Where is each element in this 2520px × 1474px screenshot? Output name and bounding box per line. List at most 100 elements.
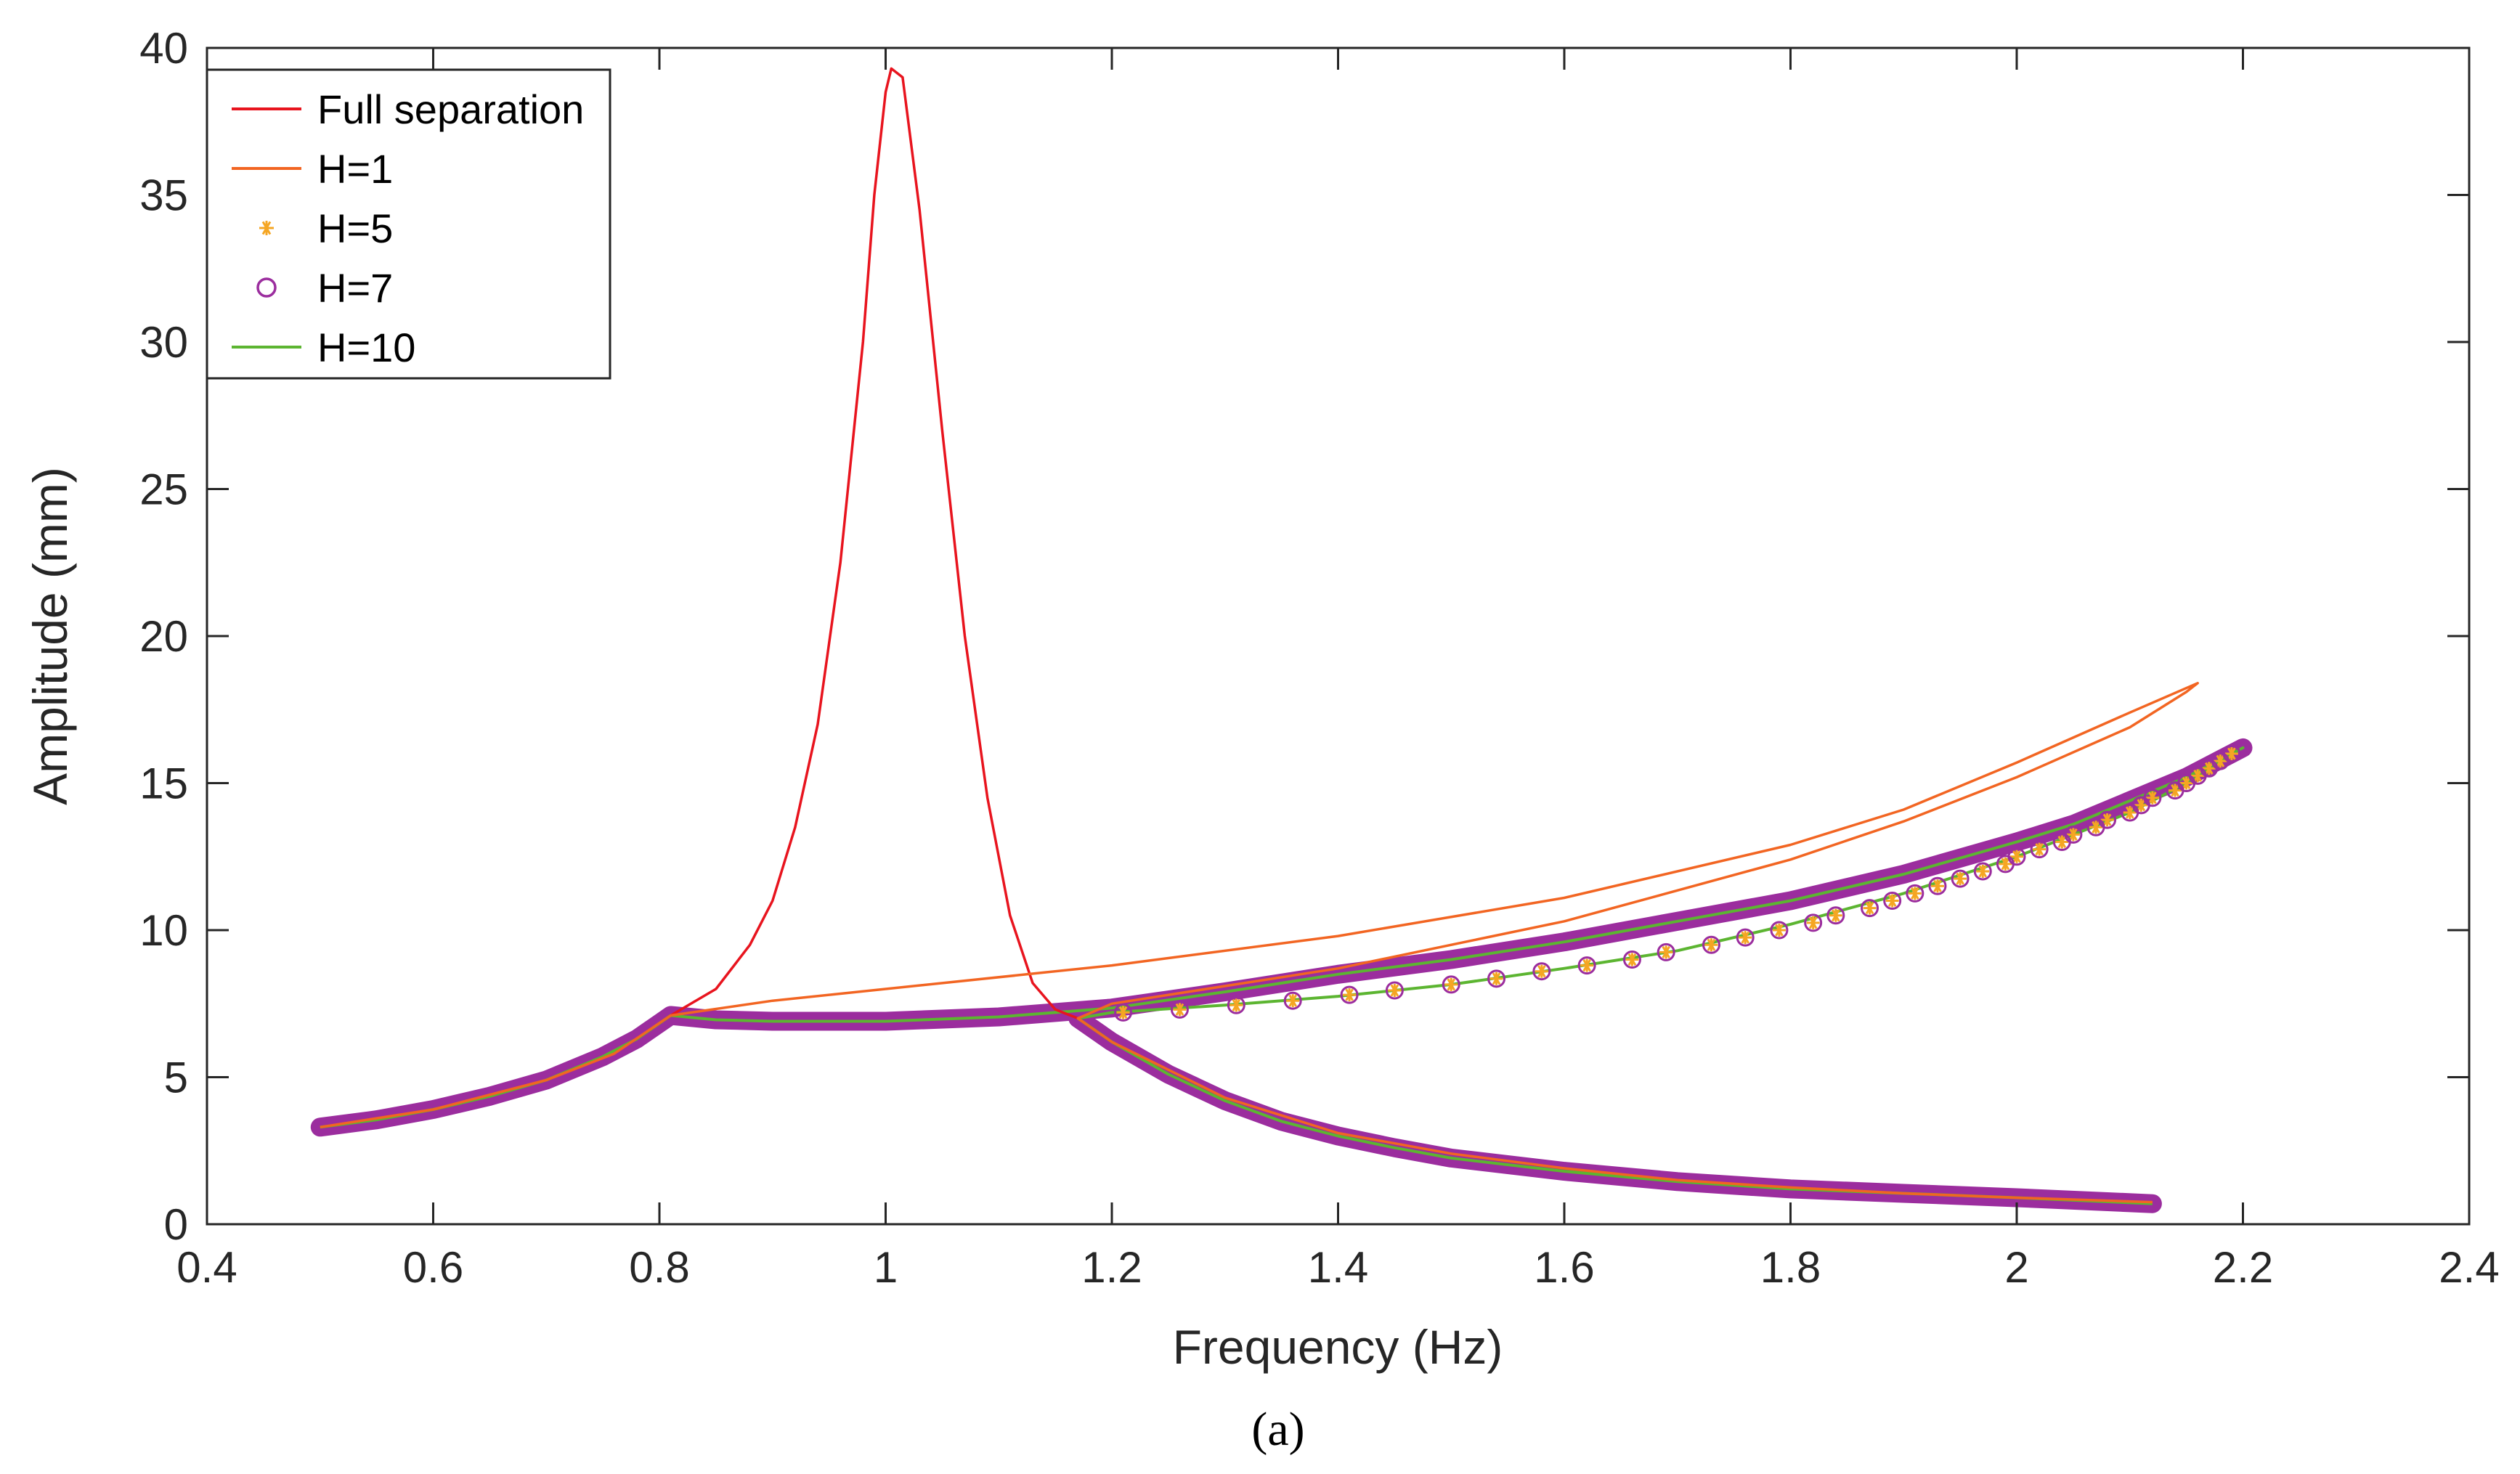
series-h5-marker <box>2123 806 2137 819</box>
series-h7-marker <box>1283 991 1302 1010</box>
series-h5-marker <box>2066 828 2080 842</box>
series-h7-marker <box>1114 1003 1133 1022</box>
series-h5-marker <box>2145 791 2159 805</box>
legend-swatch-circle <box>256 277 277 298</box>
series-full-separation-line <box>670 67 1078 1020</box>
y-tick-label: 10 <box>139 906 188 955</box>
series-h5-marker <box>1173 1003 1187 1017</box>
series-h7-marker <box>1770 921 1789 940</box>
legend-label: H=5 <box>317 205 393 251</box>
series-h5-marker <box>1739 931 1752 945</box>
y-tick-label: 25 <box>139 465 188 514</box>
y-tick-label: 20 <box>139 612 188 661</box>
series-h7-marker <box>1170 1000 1189 1019</box>
series-h5-marker <box>2169 783 2182 797</box>
series-h10-line <box>320 746 2245 1205</box>
series-h5-marker <box>1885 894 1899 908</box>
series-h5-marker <box>1863 901 1877 915</box>
series-h7-marker <box>1442 975 1460 994</box>
series-h5-marker <box>1930 879 1944 893</box>
x-tick-label: 1.8 <box>1760 1243 1821 1292</box>
series-h7-marker <box>1340 985 1359 1004</box>
legend-box <box>206 68 611 380</box>
series-h7-marker <box>1973 862 1992 881</box>
series-h5-marker <box>1489 972 1503 985</box>
series-h7-dense-branch-1 <box>310 738 2253 1137</box>
series-h7-marker <box>1385 981 1404 1000</box>
series-h7-marker <box>1951 869 1970 888</box>
series-h7-marker <box>2143 789 2162 807</box>
legend: Full separation H=1 H=5 H=7 H=10 <box>206 68 611 380</box>
series-h7-marker <box>2030 840 2049 859</box>
series-h7-marker <box>1702 935 1720 954</box>
series-h5-marker <box>1580 958 1594 972</box>
y-tick-label: 40 <box>139 24 188 73</box>
x-tick-label: 2.4 <box>2439 1243 2499 1292</box>
series-h5-marker <box>2055 835 2069 849</box>
x-tick-label: 1.4 <box>1308 1243 1368 1292</box>
series-h7-marker <box>1622 950 1641 969</box>
series-h5-marker <box>1772 924 1786 937</box>
legend-label: H=10 <box>317 325 415 370</box>
series-h7-marker <box>1657 942 1675 961</box>
y-tick-label: 35 <box>139 171 188 220</box>
x-tick-label: 0.4 <box>176 1243 237 1292</box>
series-h5-marker <box>1343 988 1357 1002</box>
data-layer <box>310 67 2253 1213</box>
x-tick-label: 0.8 <box>629 1243 689 1292</box>
x-tick-label: 0.6 <box>403 1243 463 1292</box>
x-tick-label: 1.2 <box>1081 1243 1142 1292</box>
series-h5-marker <box>2214 754 2227 768</box>
series-h5-marker <box>1116 1006 1130 1019</box>
series-h5-marker <box>1286 994 1300 1008</box>
series-h7-marker <box>1861 899 1879 918</box>
series-h5-marker <box>2033 842 2047 856</box>
ticks-layer: 0.4 0.6 0.8 1 1.2 1.4 1.6 1.8 2 2.2 2.4 0 5 10 15 20 25 3… <box>139 24 2499 1292</box>
x-tick-label: 1.6 <box>1534 1243 1594 1292</box>
series-h5-marker <box>1229 998 1243 1012</box>
series-h7-marker <box>1883 892 1902 910</box>
series-h7-marker <box>1804 913 1823 932</box>
legend-label: H=1 <box>317 146 393 192</box>
series-h5-marker <box>2202 762 2216 775</box>
y-axis-label: Amplitude (mm) <box>23 467 77 805</box>
x-tick-label: 2.2 <box>2213 1243 2273 1292</box>
series-h5-marker <box>1625 953 1639 966</box>
series-h1-line <box>320 682 2199 1204</box>
series-h5-marker <box>1954 872 1967 886</box>
y-tick-label: 30 <box>139 318 188 367</box>
series-h7-marker <box>1928 876 1947 895</box>
x-tick-label: 1 <box>874 1243 898 1292</box>
series-h5-marker <box>2191 769 2205 783</box>
series-h7-marker <box>2098 810 2117 829</box>
series-h7-marker <box>1826 906 1845 925</box>
y-tick-label: 15 <box>139 760 188 808</box>
legend-label: Full separation <box>317 86 584 132</box>
series-h5-marker <box>1659 945 1673 959</box>
y-tick-label: 0 <box>164 1200 188 1249</box>
series-h7-marker <box>1487 969 1506 988</box>
series-h5-marker <box>1999 857 2012 871</box>
series-h5-marker <box>1388 984 1402 998</box>
y-tick-label: 5 <box>164 1054 188 1102</box>
series-h5-marker <box>2089 821 2103 834</box>
series-h5-marker <box>1704 938 1718 952</box>
series-h5-marker <box>1535 964 1548 978</box>
series-h7-marker <box>1532 962 1551 981</box>
series-h5-marker <box>2134 798 2148 812</box>
series-h5-marker <box>2224 747 2238 760</box>
series-h7-marker <box>2064 825 2083 844</box>
x-axis-label: Frequency (Hz) <box>1173 1320 1503 1374</box>
series-h7-marker <box>1577 956 1596 975</box>
x-tick-label: 2 <box>2004 1243 2028 1292</box>
figure-caption: (a) <box>1251 1403 1304 1456</box>
series-h5-marker <box>1829 908 1842 922</box>
series-h5-marker <box>1806 916 1820 929</box>
series-h5-marker <box>2179 776 2193 790</box>
series-h5-marker <box>1908 887 1922 900</box>
series-h7-marker <box>1736 928 1755 947</box>
series-h7-marker <box>2222 744 2241 763</box>
series-h7-marker <box>1906 884 1924 903</box>
series-h5-marker <box>2100 813 2114 827</box>
